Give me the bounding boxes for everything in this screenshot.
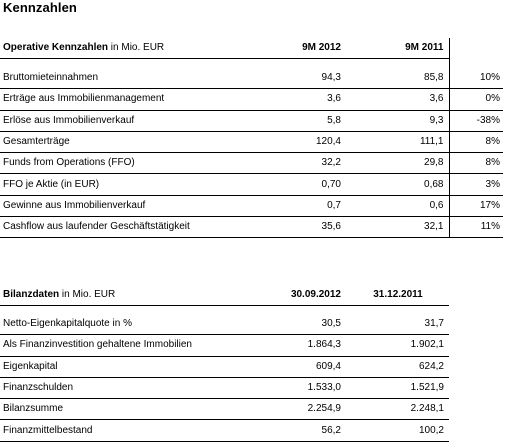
table-row: Netto-Eigenkapitalquote in % 30,5 31,7 (0, 314, 449, 336)
table-row: Gesamterträge 120,4 111,1 8% (0, 131, 503, 154)
value-current: 2.254,9 (243, 398, 347, 421)
value-current: 1.533,0 (243, 377, 347, 400)
value-prior: 1.521,9 (347, 377, 449, 400)
value-current: 0,7 (243, 195, 347, 218)
table-row: Finanzmittelbestand 56,2 100,2 (0, 419, 449, 442)
table-row: Bruttomieteinnahmen 94,3 85,8 10% (0, 68, 503, 90)
value-prior: 32,1 (347, 216, 450, 239)
row-label: Bruttomieteinnahmen (0, 68, 243, 90)
row-label: Finanzmittelbestand (0, 419, 243, 442)
value-current: 94,3 (243, 68, 347, 90)
operative-header-row: Operative Kennzahlen in Mio. EUR 9M 2012… (0, 38, 503, 59)
value-prior: 100,2 (347, 419, 449, 442)
value-current: 30,5 (243, 314, 347, 336)
value-change: 17% (449, 195, 503, 218)
row-label: Finanzschulden (0, 377, 243, 400)
value-change: -38% (449, 110, 503, 132)
value-current: 3,6 (243, 88, 347, 111)
value-current: 0,70 (243, 173, 347, 196)
operative-col-header-current: 9M 2012 (243, 38, 347, 59)
row-label: Cashflow aus laufender Geschäftstätigkei… (0, 216, 243, 239)
value-prior: 624,2 (347, 356, 449, 378)
value-current: 35,6 (243, 216, 347, 239)
bilanz-col-header-current: 30.09.2012 (243, 284, 347, 306)
page-title: Kennzahlen (3, 0, 77, 15)
table-row: FFO je Aktie (in EUR) 0,70 0,68 3% (0, 173, 503, 196)
value-prior: 2.248,1 (347, 398, 449, 421)
bilanz-col-header-prior: 31.12.2011 (347, 284, 449, 306)
value-prior: 3,6 (347, 88, 450, 111)
value-change: 11% (449, 216, 503, 239)
bilanz-header-bold: Bilanzdaten (3, 288, 60, 300)
value-prior: 0,6 (347, 195, 450, 218)
value-current: 1.864,3 (243, 334, 347, 357)
value-prior: 31,7 (347, 314, 449, 336)
table-row: Gewinne aus Immobilienverkauf 0,7 0,6 17… (0, 195, 503, 218)
value-prior: 1.902,1 (347, 334, 449, 357)
row-label: Funds from Operations (FFO) (0, 152, 243, 175)
row-label: Netto-Eigenkapitalquote in % (0, 314, 243, 336)
table-row: Als Finanzinvestition gehaltene Immobili… (0, 334, 449, 357)
row-label: Eigenkapital (0, 356, 243, 378)
row-label: Als Finanzinvestition gehaltene Immobili… (0, 334, 243, 357)
value-change: 8% (449, 152, 503, 175)
operative-col-header-prior: 9M 2011 (347, 38, 450, 59)
row-label: Gesamterträge (0, 131, 243, 154)
table-row: Erträge aus Immobilienmanagement 3,6 3,6… (0, 88, 503, 111)
value-change: 10% (449, 68, 503, 90)
value-prior: 111,1 (347, 131, 450, 154)
value-prior: 9,3 (347, 110, 450, 132)
value-prior: 29,8 (347, 152, 450, 175)
bilanz-header-label: Bilanzdaten in Mio. EUR (0, 284, 243, 306)
value-current: 120,4 (243, 131, 347, 154)
row-label: Erträge aus Immobilienmanagement (0, 88, 243, 111)
row-label: Erlöse aus Immobilienverkauf (0, 110, 243, 132)
bilanz-header-unit: in Mio. EUR (59, 288, 116, 300)
spacer-row (0, 58, 503, 68)
table-row: Bilanzsumme 2.254,9 2.248,1 (0, 398, 449, 421)
table-row: Cashflow aus laufender Geschäftstätigkei… (0, 216, 503, 239)
value-change: 8% (449, 131, 503, 154)
value-prior: 85,8 (347, 68, 450, 90)
operative-col-header-change (449, 38, 503, 59)
operative-header-bold: Operative Kennzahlen (3, 42, 109, 53)
row-label: Gewinne aus Immobilienverkauf (0, 195, 243, 218)
table-row: Eigenkapital 609,4 624,2 (0, 356, 449, 378)
bilanzdaten-table: Bilanzdaten in Mio. EUR 30.09.2012 31.12… (0, 284, 449, 442)
row-label: FFO je Aktie (in EUR) (0, 173, 243, 196)
operative-header-unit: in Mio. EUR (108, 42, 165, 53)
value-change: 3% (449, 173, 503, 196)
value-current: 5,8 (243, 110, 347, 132)
value-change: 0% (449, 88, 503, 111)
value-current: 609,4 (243, 356, 347, 378)
value-prior: 0,68 (347, 173, 450, 196)
bilanz-header-row: Bilanzdaten in Mio. EUR 30.09.2012 31.12… (0, 284, 449, 306)
value-current: 32,2 (243, 152, 347, 175)
spacer-row (0, 306, 449, 315)
row-label: Bilanzsumme (0, 398, 243, 421)
operative-header-label: Operative Kennzahlen in Mio. EUR (0, 38, 243, 59)
table-row: Finanzschulden 1.533,0 1.521,9 (0, 377, 449, 400)
operative-kennzahlen-table: Operative Kennzahlen in Mio. EUR 9M 2012… (0, 38, 503, 239)
value-current: 56,2 (243, 419, 347, 442)
table-row: Erlöse aus Immobilienverkauf 5,8 9,3 -38… (0, 110, 503, 132)
table-row: Funds from Operations (FFO) 32,2 29,8 8% (0, 152, 503, 175)
